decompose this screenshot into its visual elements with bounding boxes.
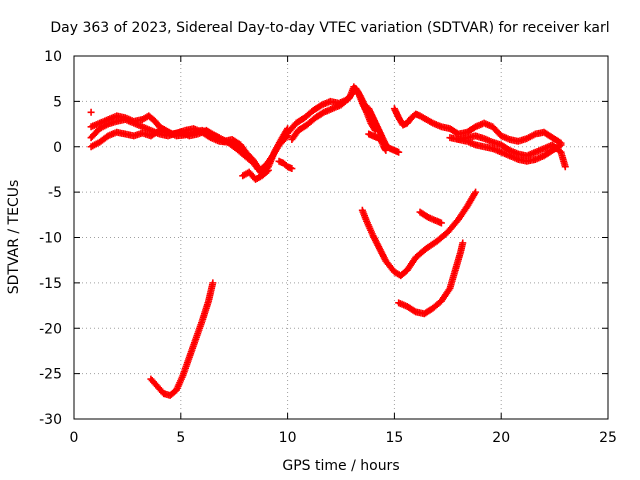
x-tick-label: 0: [70, 430, 79, 446]
y-tick-label: -25: [39, 367, 62, 383]
series-track-15: [147, 279, 217, 399]
series-track-9: [390, 105, 565, 147]
grid-lines: [74, 56, 608, 419]
data-point: [395, 148, 403, 156]
series-track-11: [446, 134, 565, 165]
series-track-8: [365, 130, 390, 154]
data-point: [459, 239, 467, 247]
y-tick-label: -30: [39, 412, 62, 428]
data-point: [382, 146, 390, 154]
data-point: [557, 141, 565, 149]
x-tick-label: 20: [492, 430, 510, 446]
data-point: [288, 165, 296, 173]
x-tick-label: 10: [279, 430, 297, 446]
data-point: [370, 125, 378, 133]
series-track-4: [239, 166, 272, 183]
series-track-14: [395, 239, 467, 318]
data-point: [254, 165, 262, 173]
x-tick-label: 5: [176, 430, 185, 446]
y-tick-label: -15: [39, 276, 62, 292]
series-track-5: [275, 157, 296, 173]
y-tick-label: -10: [39, 231, 62, 247]
data-point: [437, 219, 445, 227]
data-point: [253, 163, 261, 171]
y-tick-label: -5: [48, 185, 62, 201]
series-track-10: [454, 132, 569, 171]
data-point: [209, 279, 217, 287]
chart-title: Day 363 of 2023, Sidereal Day-to-day VTE…: [50, 20, 609, 36]
series-track-13: [416, 208, 445, 227]
series-track-3: [87, 112, 262, 173]
y-tick-label: -20: [39, 321, 62, 337]
y-tick-label: 0: [53, 140, 62, 156]
x-tick-label: 25: [599, 430, 617, 446]
series-outlier: [87, 108, 95, 116]
x-axis-label: GPS time / hours: [282, 458, 399, 474]
x-tick-label: 15: [385, 430, 403, 446]
series-track-1: [87, 116, 292, 174]
plot-frame: [73, 55, 609, 420]
data-point: [263, 167, 271, 175]
y-tick-label: 5: [53, 94, 62, 110]
data-point: [87, 108, 95, 116]
data-point: [472, 188, 480, 196]
data-point: [264, 166, 272, 174]
series-track-7: [288, 83, 379, 143]
data-point: [371, 126, 379, 134]
series-track-12: [358, 188, 480, 280]
data-point: [556, 142, 564, 150]
data-points: [87, 83, 569, 399]
y-axis-label: SDTVAR / TECUs: [6, 180, 22, 295]
data-point: [561, 163, 569, 171]
y-tick-label: 10: [44, 49, 62, 65]
